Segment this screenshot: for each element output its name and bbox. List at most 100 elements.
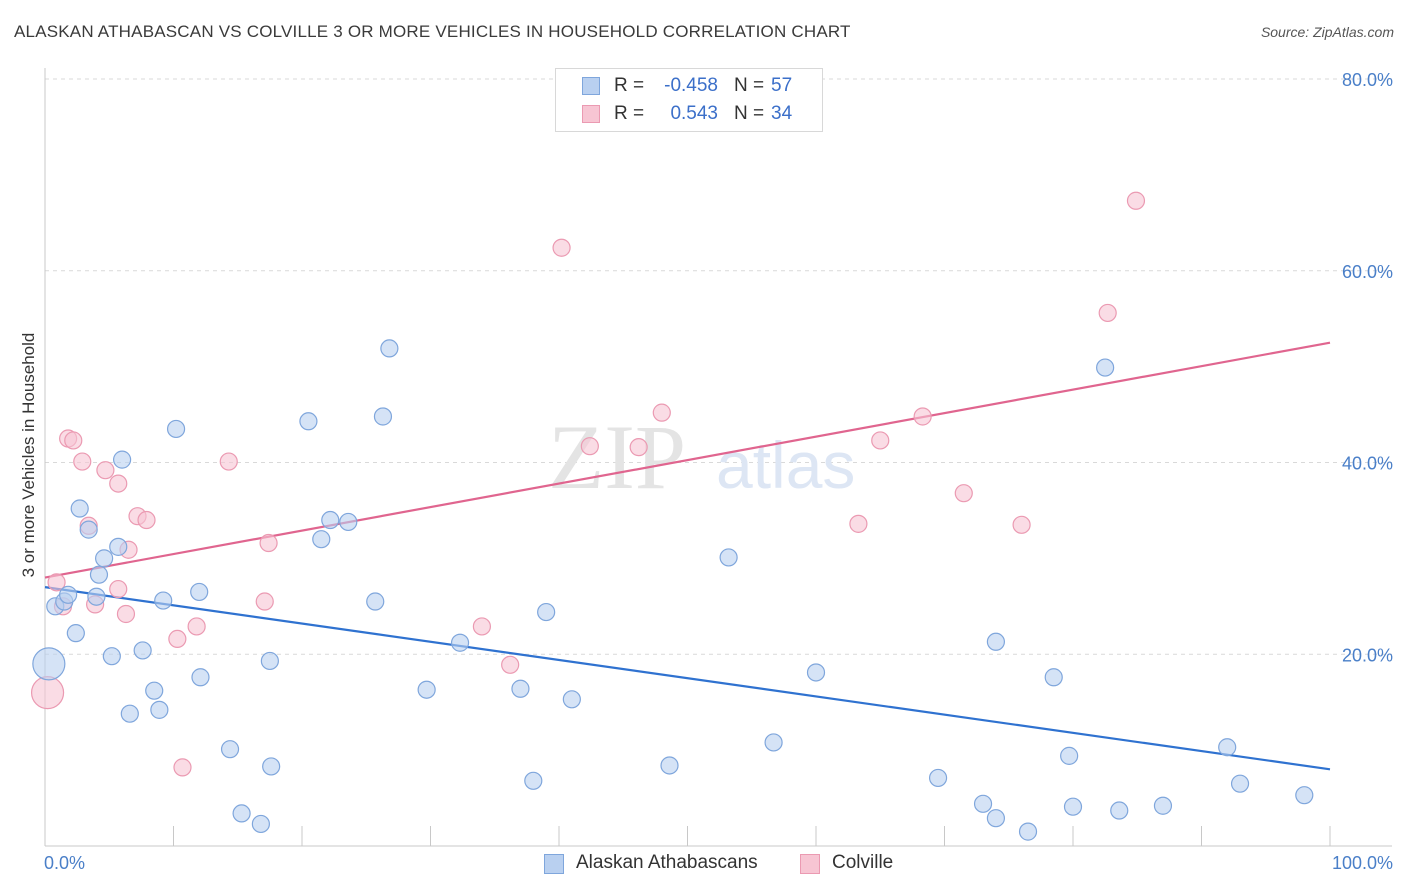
watermark: ZIP atlas [548,406,855,508]
legend: R = -0.458 N = 57 R = 0.543 N = 34 [555,68,823,132]
legend-r-value: 0.543 [670,103,718,124]
data-point-athabascan [1110,801,1129,820]
data-point-athabascan [1218,738,1237,757]
data-point-colville [30,675,65,710]
data-point-athabascan [59,585,78,604]
data-point-colville [96,461,115,480]
data-point-athabascan [133,641,152,660]
chart-title: ALASKAN ATHABASCAN VS COLVILLE 3 OR MORE… [14,22,851,41]
data-point-colville [652,403,671,422]
data-point-athabascan [764,733,783,752]
data-point-athabascan [95,549,114,568]
data-point-athabascan [79,520,98,539]
data-point-athabascan [1018,822,1038,841]
y-tick-label: 80.0% [1342,70,1393,90]
grid-lines [45,78,1392,655]
data-point-athabascan [232,804,251,823]
data-point-athabascan [380,339,399,358]
data-point-athabascan [102,647,121,666]
data-point-colville [1012,515,1031,534]
data-point-colville [116,604,136,624]
trend-line-colville [44,341,1331,579]
data-point-athabascan [1096,358,1115,377]
data-point-athabascan [1295,786,1314,805]
data-point-athabascan [973,794,993,813]
y-tick-label: 40.0% [1342,454,1393,474]
data-point-colville [219,452,238,471]
data-point-athabascan [562,690,581,709]
data-point-athabascan [417,680,436,699]
data-point-colville [871,431,890,450]
data-point-athabascan [806,663,826,682]
data-point-colville [73,452,92,471]
legend-n-value: 57 [771,75,793,96]
data-point-athabascan [366,592,385,611]
x-tick-label: 0.0% [44,853,85,873]
data-point-athabascan [986,809,1006,828]
data-point-colville [1098,303,1117,323]
trend-lines [44,341,1331,771]
data-point-athabascan [89,565,109,584]
legend-r-value: -0.458 [664,75,718,96]
data-point-athabascan [191,668,210,687]
data-point-colville [255,592,274,611]
data-point-athabascan [32,647,66,681]
legend-r-label: R = [614,103,645,124]
data-point-colville [187,617,206,636]
data-point-athabascan [928,768,948,788]
legend-n-value: 34 [771,103,793,124]
data-point-colville [137,510,156,530]
data-point-athabascan [537,602,556,622]
bottom-legend-label: Alaskan Athabascans [576,852,758,873]
data-point-colville [954,484,973,503]
data-point-athabascan [109,537,128,556]
data-point-athabascan [373,407,393,426]
data-point-athabascan [145,681,164,700]
data-point-colville [168,629,187,649]
data-point-athabascan [321,510,340,530]
data-point-colville [501,655,520,674]
data-point-athabascan [719,548,738,567]
data-point-athabascan [312,530,331,549]
data-point-athabascan [1044,668,1063,687]
data-point-athabascan [1060,746,1079,765]
bottom-legend: Alaskan Athabascans Colville [0,852,1406,878]
data-point-colville [47,573,66,592]
data-point-colville [552,238,571,257]
data-point-athabascan [190,582,209,602]
data-point-athabascan [260,651,279,671]
bottom-legend-label: Colville [832,852,894,873]
legend-n-label: N = [734,75,765,96]
watermark-atlas: atlas [716,428,855,502]
source-label: Source: ZipAtlas.com [1260,24,1394,40]
data-point-athabascan [251,814,270,834]
data-point-colville [173,758,192,777]
legend-swatch-pink [582,105,600,123]
data-point-colville [109,474,128,493]
data-point-athabascan [511,679,530,698]
data-point-athabascan [262,757,281,776]
data-point-athabascan [299,412,318,431]
data-point-athabascan [70,499,89,518]
data-point-colville [913,407,932,426]
data-point-colville [849,514,868,533]
data-point-colville [1126,191,1146,210]
x-tick-label: 100.0% [1332,853,1393,873]
data-point-colville [472,617,491,636]
y-tick-label: 20.0% [1342,645,1393,665]
data-point-athabascan [450,633,470,652]
legend-row-athabascan: R = -0.458 N = 57 [556,73,822,101]
data-point-athabascan [66,624,85,643]
data-point-athabascan [986,632,1006,651]
legend-row-colville: R = 0.543 N = 34 [556,101,822,129]
data-point-athabascan [1153,796,1173,815]
data-point-athabascan [1230,774,1250,793]
data-point-athabascan [524,771,543,790]
data-point-athabascan [112,450,132,469]
data-point-athabascan [154,591,173,610]
trend-line-athabascan [44,586,1331,771]
y-tick-label: 60.0% [1342,262,1393,282]
y-axis-label: 3 or more Vehicles in Household [19,333,38,578]
data-point-colville [259,533,278,553]
